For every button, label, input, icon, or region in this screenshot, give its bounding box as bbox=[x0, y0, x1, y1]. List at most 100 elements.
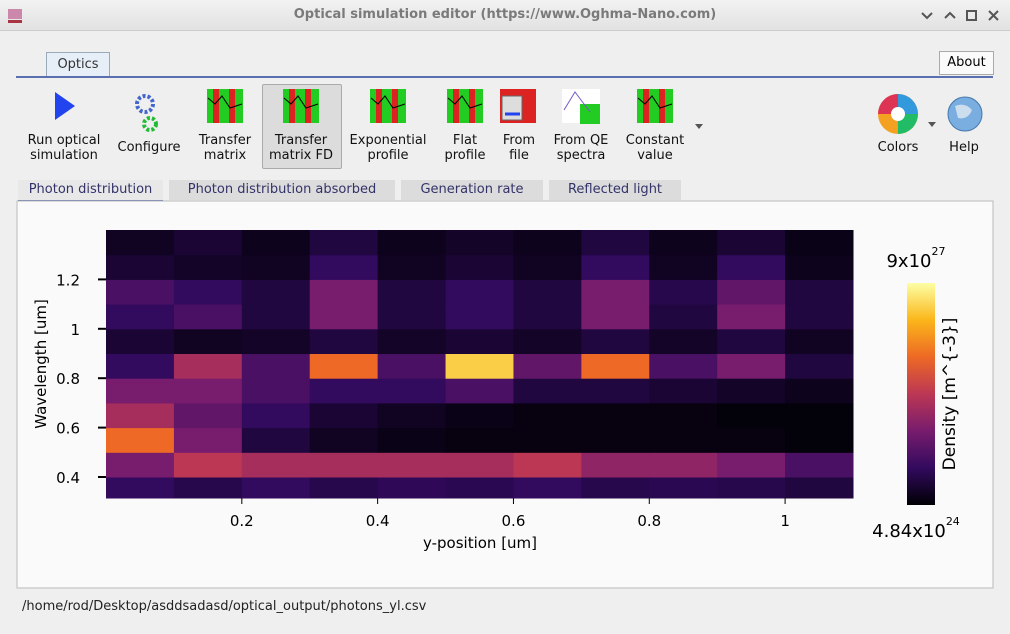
heatmap-cell bbox=[309, 402, 379, 429]
heatmap-cell bbox=[106, 279, 175, 305]
button-label[interactable]: Configure bbox=[117, 140, 181, 155]
heatmap-cell bbox=[377, 328, 447, 355]
heatmap-cell bbox=[649, 279, 718, 305]
window-controls[interactable] bbox=[915, 7, 1005, 25]
heatmap-cell bbox=[581, 402, 650, 429]
subtab[interactable]: Reflected light bbox=[549, 180, 681, 200]
heatmap-cell bbox=[173, 304, 243, 330]
heatmap-cell bbox=[241, 452, 311, 478]
heatmap-cell bbox=[106, 452, 175, 478]
heatmap-cell bbox=[717, 353, 786, 379]
button-label[interactable]: From bbox=[502, 133, 536, 148]
ribbon-tab[interactable]: Optics bbox=[46, 52, 110, 77]
about-button[interactable]: About bbox=[939, 51, 994, 75]
heatmap-cell bbox=[717, 254, 786, 280]
button-label[interactable]: Transfer bbox=[198, 133, 252, 148]
colorbar-tick-exp: 24 bbox=[946, 515, 960, 528]
x-tick-label: 0.2 bbox=[230, 512, 254, 530]
heatmap-cell bbox=[309, 378, 379, 404]
heatmap-cell bbox=[173, 427, 243, 453]
heatmap-cell bbox=[241, 477, 311, 499]
heatmap-cell bbox=[445, 452, 514, 478]
heatmap-cell bbox=[377, 230, 447, 256]
button-label[interactable]: Run optical bbox=[27, 133, 101, 148]
button-label[interactable]: profile bbox=[444, 148, 486, 163]
heatmap-cell bbox=[649, 427, 718, 453]
heatmap-cell bbox=[785, 328, 854, 355]
heatmap-cell bbox=[649, 328, 718, 355]
heatmap-cell bbox=[445, 427, 514, 453]
heatmap-cell bbox=[377, 427, 447, 453]
x-axis-label: y-position [um] bbox=[423, 534, 537, 552]
heatmap-cell bbox=[513, 353, 582, 379]
heatmap-cell bbox=[513, 328, 582, 355]
subtab[interactable]: Photon distribution absorbed bbox=[169, 180, 395, 200]
heatmap-cell bbox=[717, 452, 786, 478]
button-label[interactable]: spectra bbox=[556, 148, 606, 163]
heatmap-cell bbox=[445, 328, 514, 355]
heatmap-cell bbox=[377, 353, 447, 379]
button-label[interactable]: Transfer bbox=[274, 133, 328, 148]
button-label[interactable]: value bbox=[637, 148, 673, 163]
heatmap-cell bbox=[581, 254, 650, 280]
button-label[interactable]: matrix FD bbox=[269, 148, 333, 163]
button-label[interactable]: file bbox=[509, 148, 529, 163]
heatmap-cell bbox=[377, 452, 447, 478]
y-tick-label: 0.4 bbox=[56, 469, 80, 487]
heatmap-cell bbox=[241, 279, 311, 305]
y-tick-label: 0.6 bbox=[56, 420, 80, 438]
heatmap-cell bbox=[445, 477, 514, 499]
heatmap-cell bbox=[649, 378, 718, 404]
button-label[interactable]: profile bbox=[367, 148, 409, 163]
heatmap-cell bbox=[309, 279, 379, 305]
button-label[interactable]: Flat bbox=[452, 133, 478, 148]
heatmap-cell bbox=[785, 279, 854, 305]
heatmap-cell bbox=[106, 230, 175, 256]
heatmap-cell bbox=[309, 452, 379, 478]
heatmap-cell bbox=[513, 304, 582, 330]
button-label[interactable]: simulation bbox=[30, 148, 98, 163]
button-label[interactable]: Exponential bbox=[349, 133, 427, 148]
heatmap-cell bbox=[717, 402, 786, 429]
heatmap-cell bbox=[649, 452, 718, 478]
heatmap-cell bbox=[106, 304, 175, 330]
heatmap-cell bbox=[581, 378, 650, 404]
heatmap-cell bbox=[377, 254, 447, 280]
subtab[interactable]: Generation rate bbox=[401, 180, 543, 200]
heatmap-cell bbox=[581, 279, 650, 305]
button-label[interactable]: Constant bbox=[625, 133, 685, 148]
heatmap-cell bbox=[445, 279, 514, 305]
heatmap-cell bbox=[649, 230, 718, 256]
heatmap-cell bbox=[309, 427, 379, 453]
heatmap-cell bbox=[309, 230, 379, 256]
button-label[interactable]: Colors bbox=[877, 140, 919, 155]
heatmap-cell bbox=[377, 477, 447, 499]
heatmap-cell bbox=[241, 427, 311, 453]
colorbar-tick-label: 4.84x1024 bbox=[872, 515, 960, 542]
button-label[interactable]: matrix bbox=[203, 148, 247, 163]
heatmap-cell bbox=[513, 452, 582, 478]
heatmap-cell bbox=[173, 378, 243, 404]
heatmap-cell bbox=[581, 230, 650, 256]
heatmap-cell bbox=[377, 378, 447, 404]
heatmap-cell bbox=[377, 402, 447, 429]
window-title: Optical simulation editor (https://www.O… bbox=[293, 7, 717, 22]
heatmap-cell bbox=[649, 353, 718, 379]
y-tick-label: 1.2 bbox=[56, 271, 80, 289]
heatmap-cell bbox=[717, 378, 786, 404]
toolbar-icons bbox=[55, 88, 983, 134]
heatmap-cell bbox=[785, 427, 854, 453]
x-tick-label: 0.8 bbox=[637, 512, 661, 530]
heatmap-cell bbox=[309, 328, 379, 355]
button-label[interactable]: From QE bbox=[553, 133, 609, 148]
heatmap-cell bbox=[309, 477, 379, 499]
y-tick-label: 1 bbox=[70, 321, 80, 339]
heatmap-cell bbox=[106, 378, 175, 404]
heatmap-cell bbox=[241, 254, 311, 280]
heatmap-cell bbox=[445, 353, 514, 379]
button-label[interactable]: Help bbox=[949, 140, 979, 155]
heatmap-cell bbox=[106, 254, 175, 280]
heatmap-cell bbox=[581, 452, 650, 478]
